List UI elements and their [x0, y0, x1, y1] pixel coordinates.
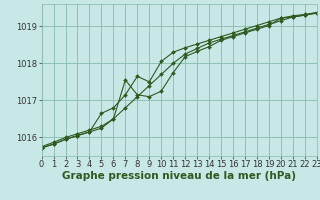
X-axis label: Graphe pression niveau de la mer (hPa): Graphe pression niveau de la mer (hPa) [62, 171, 296, 181]
